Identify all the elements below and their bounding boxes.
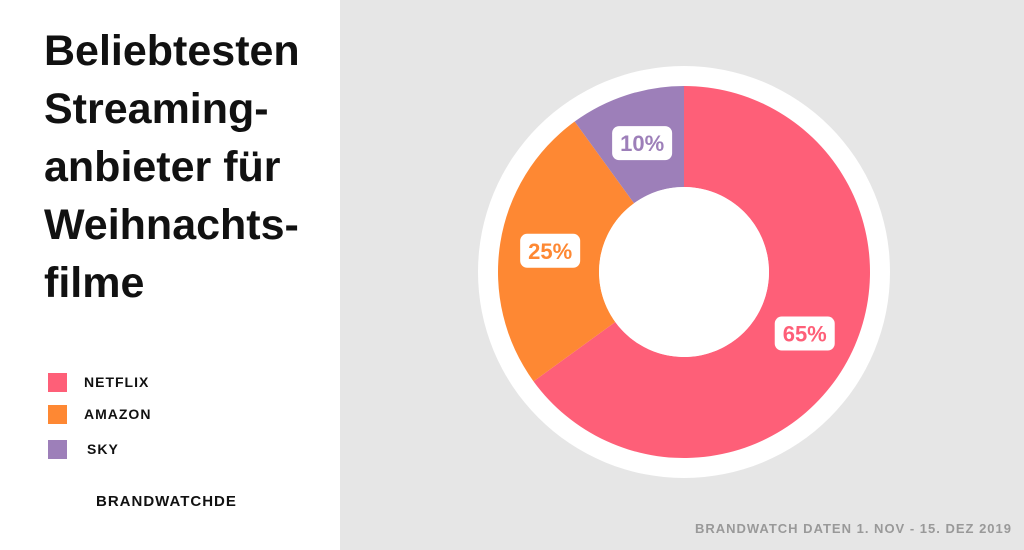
data-label-box xyxy=(612,126,673,161)
legend-swatch xyxy=(48,372,67,392)
legend-swatch xyxy=(48,439,67,459)
source-note: BRANDWATCH DATEN 1. NOV - 15. DEZ 2019 xyxy=(694,521,1012,536)
title-line: filme xyxy=(44,259,145,307)
title-line: anbieter für xyxy=(44,143,281,191)
legend-item-sky: SKY xyxy=(48,439,119,459)
slice-netflix xyxy=(533,86,870,458)
legend-label: NETFLIX xyxy=(84,374,150,390)
data-label: 10% xyxy=(620,131,664,156)
data-label: 65% xyxy=(783,322,827,347)
legend-item-netflix: NETFLIX xyxy=(48,372,149,392)
legend-item-amazon: AMAZON xyxy=(48,404,151,424)
data-label: 25% xyxy=(528,239,572,264)
legend-swatch xyxy=(48,404,67,424)
legend-label: AMAZON xyxy=(84,406,152,422)
title-line: Beliebtesten xyxy=(44,27,300,75)
title-line: Streaming- xyxy=(44,85,269,133)
chart-title: Beliebtesten Streaming- anbieter für Wei… xyxy=(44,22,344,312)
brand-label: BRANDWATCHDE xyxy=(96,493,237,510)
left-panel: Beliebtesten Streaming- anbieter für Wei… xyxy=(0,0,340,550)
data-label-box xyxy=(520,233,581,268)
title-line: Weihnachts- xyxy=(44,201,299,249)
donut-hole xyxy=(599,187,769,357)
data-label-box xyxy=(774,316,835,351)
legend-label: SKY xyxy=(87,441,119,457)
